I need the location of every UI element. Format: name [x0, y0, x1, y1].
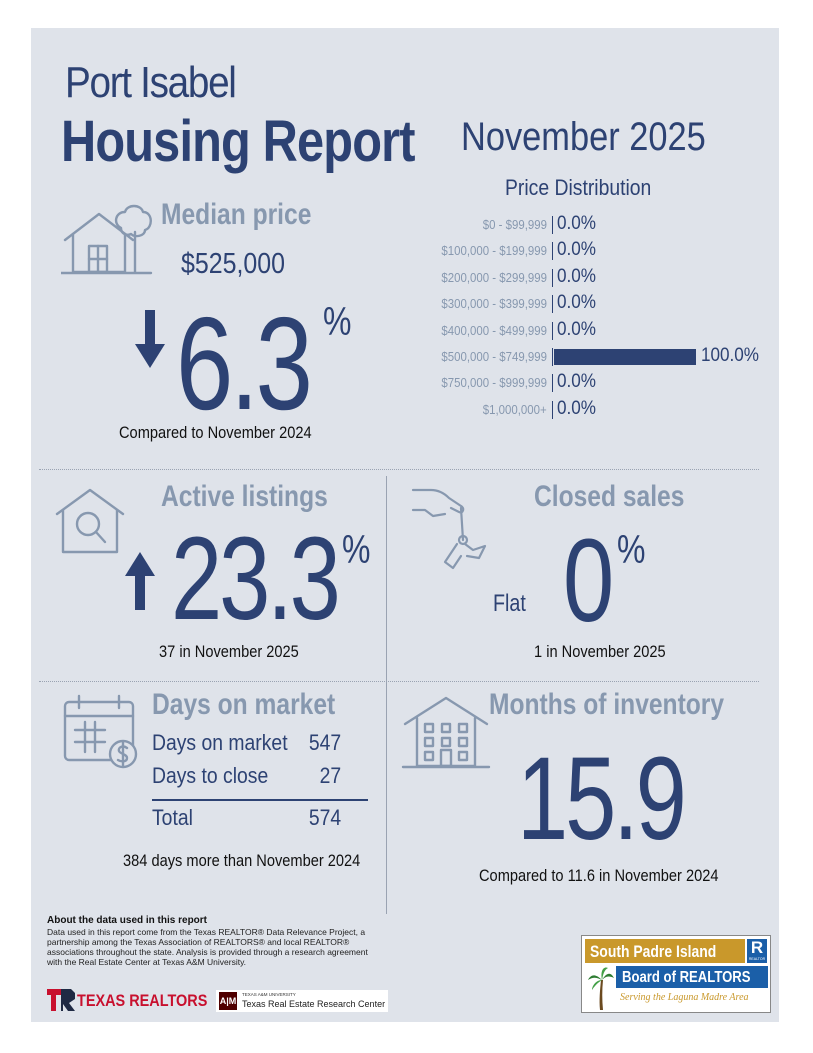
apartment-building-icon — [401, 696, 491, 769]
axis-tick — [552, 268, 553, 287]
closed-sales-title: Closed sales — [534, 480, 685, 513]
median-price-caption: Compared to November 2024 — [119, 423, 312, 442]
report-title: Housing Report — [61, 109, 415, 174]
axis-tick — [552, 321, 553, 340]
spi-blue-band — [616, 966, 768, 988]
price-distribution-row: $1,000,000+ 0.0% — [361, 397, 781, 423]
tamu-logo: A|M TEXAS A&M UNIVERSITY Texas Real Esta… — [216, 990, 388, 1012]
months-inventory-title: Months of inventory — [489, 688, 725, 721]
price-share-value: 0.0% — [557, 318, 596, 340]
price-distribution-title: Price Distribution — [505, 175, 652, 200]
active-listings-caption: 37 in November 2025 — [159, 642, 299, 661]
price-range-label: $500,000 - $749,999 — [441, 349, 547, 364]
row-label: Days to close — [152, 763, 269, 788]
price-range-label: $1,000,000+ — [483, 401, 547, 417]
median-price-change: 6.3 — [176, 290, 313, 437]
tamu-small-text: TEXAS A&M UNIVERSITY — [242, 992, 296, 997]
arrow-down-icon — [135, 310, 165, 368]
report-month: November 2025 — [461, 115, 706, 159]
months-inventory-value: 15.9 — [517, 733, 687, 865]
price-range-label: $200,000 - $299,999 — [441, 269, 547, 285]
axis-tick — [552, 348, 553, 366]
median-price-value: $525,000 — [181, 248, 286, 280]
days-on-market-caption: 384 days more than November 2024 — [123, 851, 361, 870]
active-listings-change: 23.3 — [171, 513, 341, 645]
spi-gold-band — [585, 939, 745, 963]
axis-tick — [552, 374, 553, 393]
realtor-r-icon: R REALTOR — [747, 938, 767, 963]
price-distribution-row: $200,000 - $299,999 0.0% — [361, 265, 781, 291]
city-title: Port Isabel — [65, 58, 237, 107]
price-range-label: $400,000 - $499,999 — [441, 322, 547, 338]
price-distribution-row: $300,000 - $399,999 0.0% — [361, 291, 781, 317]
price-share-value: 0.0% — [557, 397, 596, 419]
price-distribution-bar — [554, 349, 696, 365]
price-distribution-row: $500,000 - $749,999 100.0% — [361, 344, 781, 370]
total-row: Total 574 — [152, 805, 341, 831]
price-share-value: 0.0% — [557, 239, 596, 261]
closed-sales-change: 0 — [563, 515, 614, 647]
days-on-market-title: Days on market — [152, 688, 336, 721]
price-share-value: 0.0% — [557, 292, 596, 314]
house-tree-icon — [61, 204, 153, 275]
price-share-value: 0.0% — [557, 265, 596, 287]
closed-sales-caption: 1 in November 2025 — [534, 642, 666, 661]
texas-realtors-logo: TEXAS REALTORS — [77, 991, 208, 1010]
price-share-value: 100.0% — [701, 345, 760, 366]
price-share-value: 0.0% — [557, 371, 596, 393]
report-sheet: Port Isabel Housing Report November 2025… — [31, 28, 779, 1022]
axis-tick — [552, 216, 553, 234]
median-price-percent-sign: % — [323, 300, 352, 344]
price-range-label: $300,000 - $399,999 — [441, 296, 547, 312]
active-listings-title: Active listings — [161, 480, 328, 513]
price-distribution-row: $750,000 - $999,999 0.0% — [361, 370, 781, 396]
calendar-dollar-icon — [63, 694, 138, 769]
months-inventory-caption: Compared to 11.6 in November 2024 — [479, 866, 719, 885]
about-heading: About the data used in this report — [47, 915, 208, 926]
days-to-close-row: Days to close 27 — [152, 763, 341, 789]
palm-tree-icon — [588, 967, 614, 1010]
tamu-center-text: Texas Real Estate Research Center — [242, 999, 386, 1009]
tamu-mark-icon: A|M — [219, 992, 237, 1010]
price-range-label: $0 - $99,999 — [482, 217, 547, 232]
row-label: Days on market — [152, 730, 288, 755]
closed-sales-flat-label: Flat — [493, 590, 526, 617]
total-value: 574 — [308, 805, 342, 830]
days-on-market-row: Days on market 547 — [152, 730, 341, 756]
spi-line1: South Padre Island — [590, 942, 717, 961]
divider — [39, 681, 759, 682]
closed-sales-percent-sign: % — [617, 528, 646, 572]
price-distribution-row: $0 - $99,999 0.0% — [361, 212, 781, 238]
total-rule — [152, 799, 368, 801]
arrow-up-icon — [125, 552, 155, 610]
axis-tick — [552, 400, 553, 419]
spi-board-logo: South Padre Island R REALTOR Board of RE… — [581, 935, 771, 1013]
price-share-value: 0.0% — [557, 213, 596, 234]
price-range-label: $750,000 - $999,999 — [441, 375, 547, 391]
row-value: 27 — [319, 763, 342, 788]
median-price-title: Median price — [161, 198, 312, 231]
vertical-divider — [386, 476, 387, 914]
active-listings-percent-sign: % — [342, 528, 371, 572]
axis-tick — [552, 295, 553, 314]
spi-line2: Board of REALTORS — [622, 969, 751, 986]
total-label: Total — [152, 805, 193, 830]
texas-realtors-logo-icon — [47, 989, 75, 1011]
price-range-label: $100,000 - $199,999 — [441, 243, 547, 259]
divider — [39, 469, 759, 470]
house-search-icon — [55, 488, 125, 554]
price-distribution-row: $100,000 - $199,999 0.0% — [361, 238, 781, 264]
about-text: Data used in this report come from the T… — [47, 927, 368, 967]
spi-tagline: Serving the Laguna Madre Area — [620, 992, 749, 1003]
row-value: 547 — [308, 730, 342, 755]
hand-key-icon — [411, 488, 487, 570]
price-distribution-row: $400,000 - $499,999 0.0% — [361, 318, 781, 344]
axis-tick — [552, 242, 553, 261]
